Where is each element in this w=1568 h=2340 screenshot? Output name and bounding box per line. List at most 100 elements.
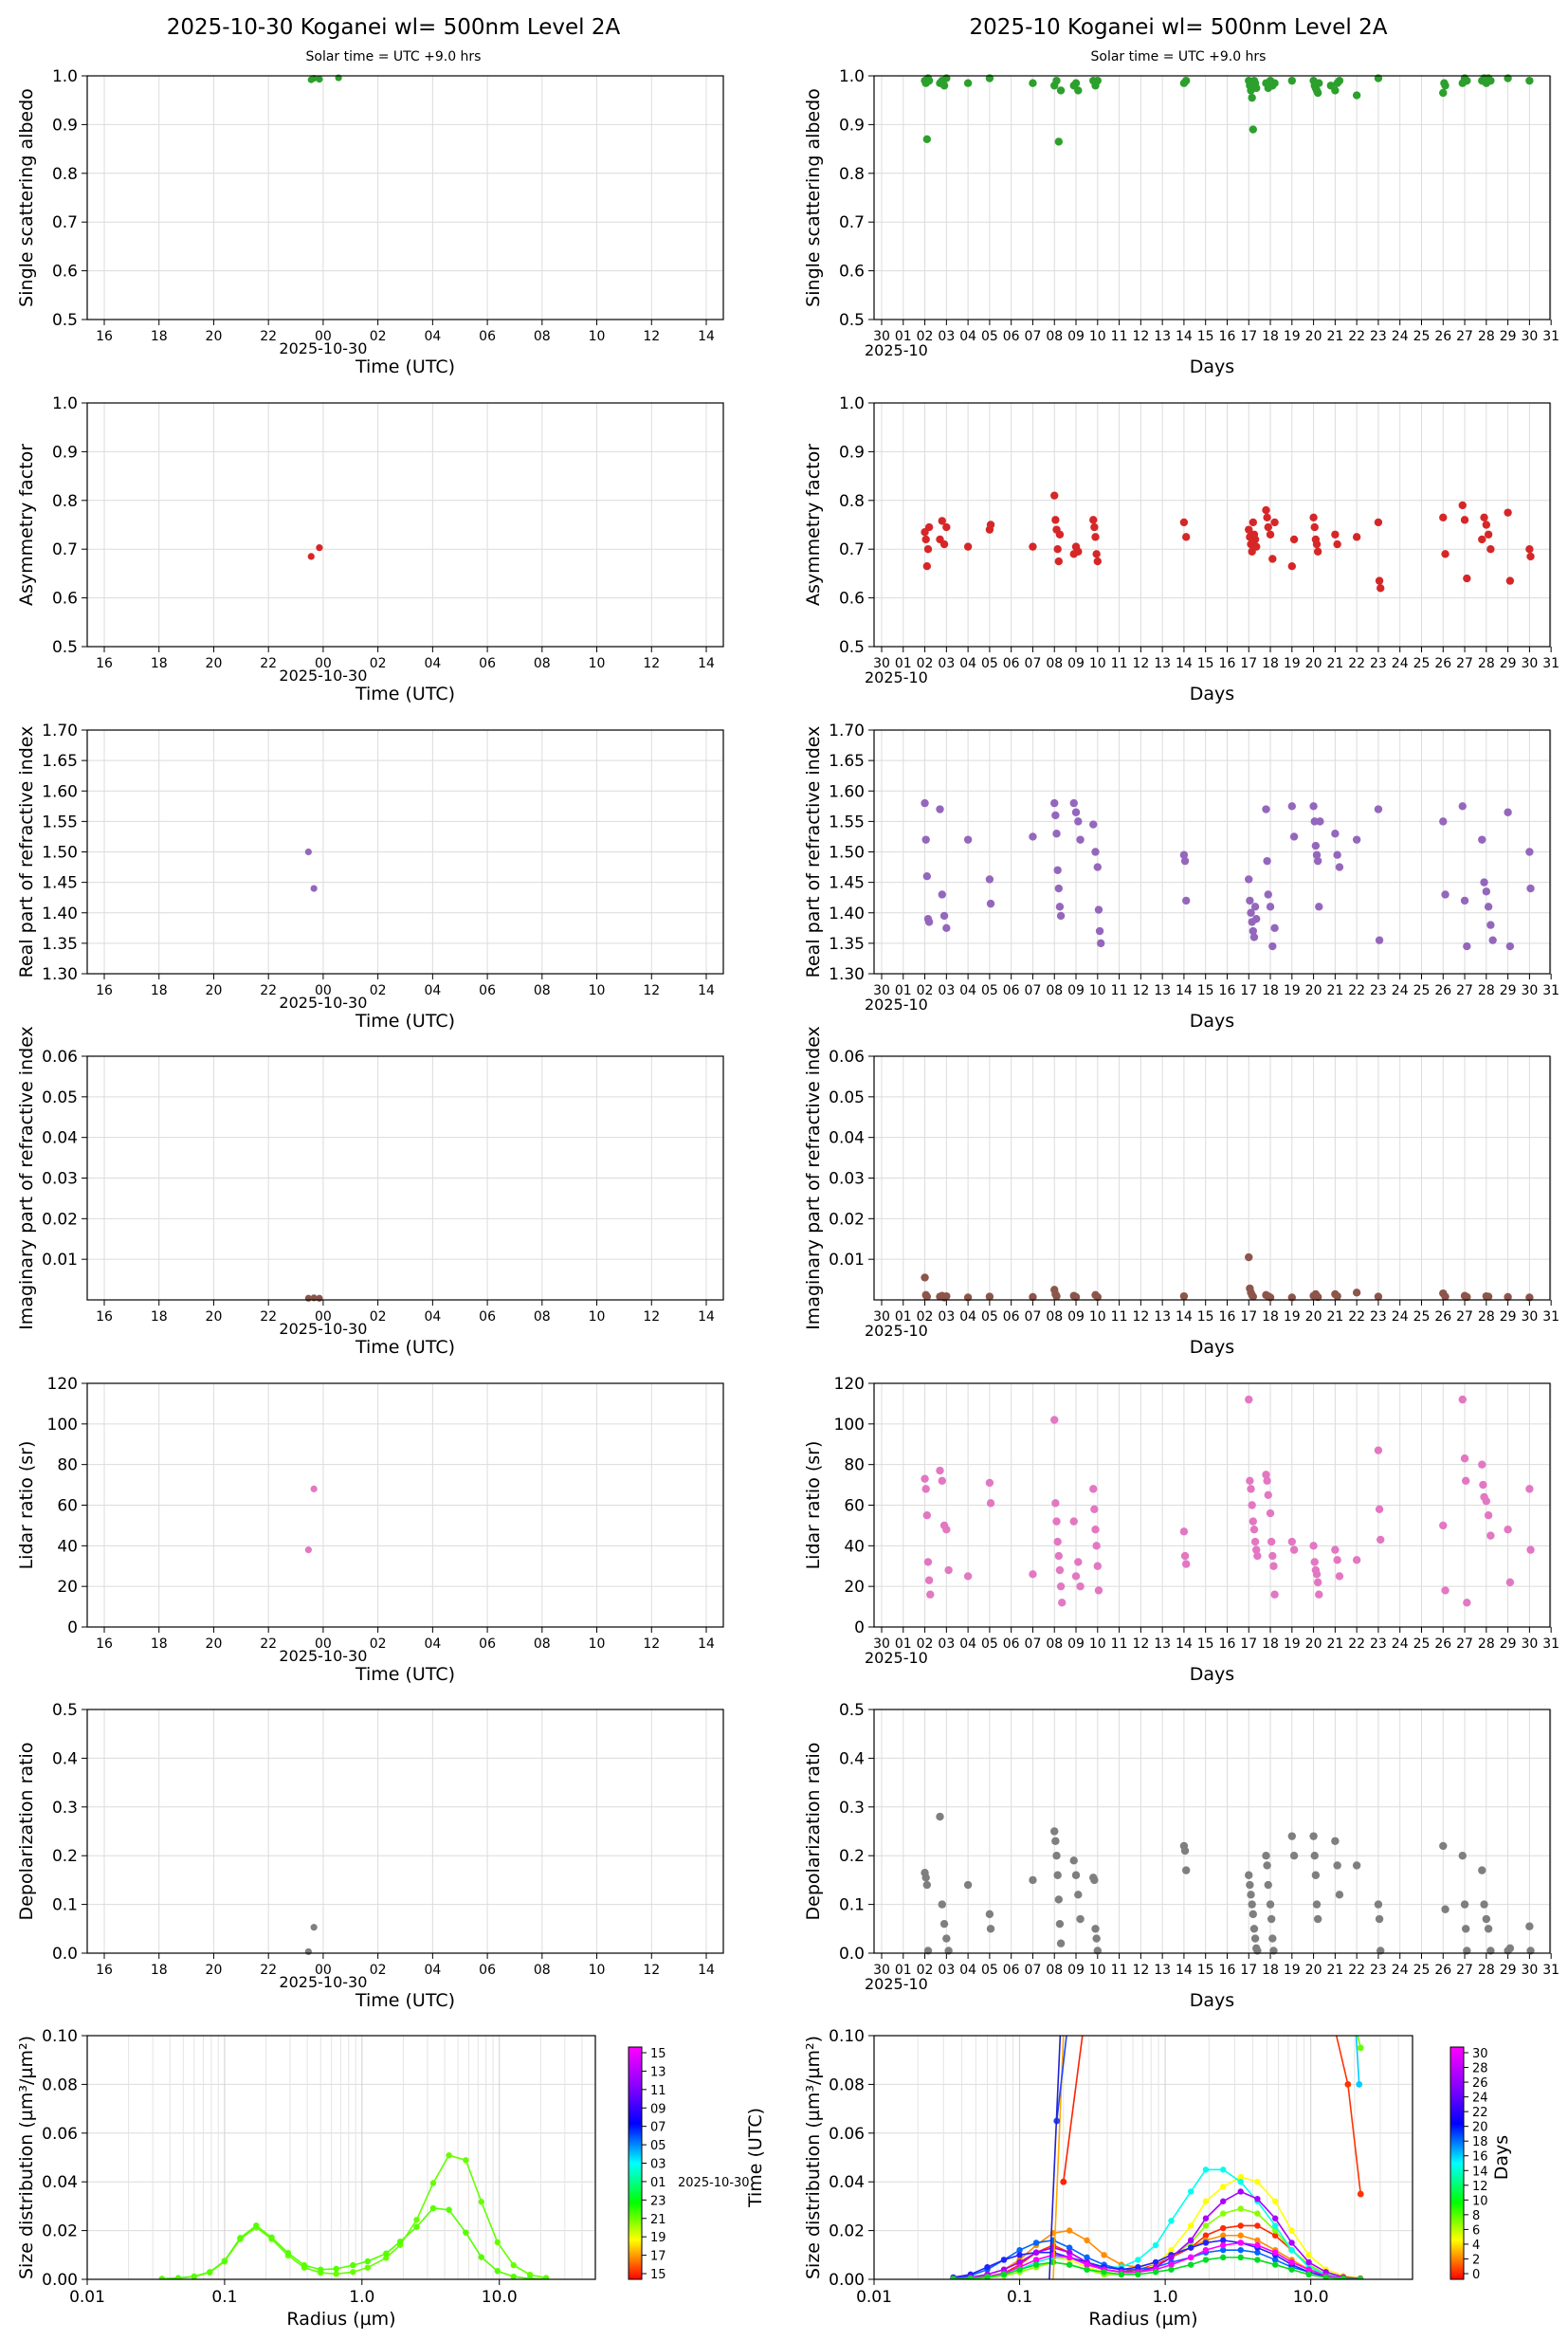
ssa_month-xtick-label-9: 09 xyxy=(1067,329,1085,344)
ssa_month-point-60 xyxy=(1486,76,1495,85)
size_month-series-d9-point-18 xyxy=(1254,2210,1261,2217)
size_day-series-a-point-21 xyxy=(494,2239,501,2246)
asym_month-point-12 xyxy=(1029,542,1037,551)
lidar_day-ytick-label-6: 120 xyxy=(47,1375,78,1394)
lidar_month-point-27 xyxy=(1089,1485,1098,1493)
lidar_month-ytick-label-3: 60 xyxy=(844,1497,865,1516)
real_day-xtick-label-11: 14 xyxy=(698,983,715,998)
size_month-series-d17-point-16 xyxy=(1220,2254,1227,2261)
depol_month-point-48 xyxy=(1287,1832,1297,1840)
size_day-series-b-point-19 xyxy=(463,2229,469,2236)
imag_month-point-6 xyxy=(942,1291,951,1301)
depol_month-date-label: 2025-10 xyxy=(865,1975,928,1993)
asym_month-point-37 xyxy=(1262,505,1270,515)
asym_month-chart: 0.5 0.6 0.7 0.8 0.9 1.0 Asymmetry factor 30 01 02… xyxy=(803,394,1559,704)
depol_month-point-26 xyxy=(1091,1925,1100,1933)
imag_day-xtick-label-6: 04 xyxy=(424,1309,441,1325)
size_month-series-d29-point-13 xyxy=(1168,2261,1175,2268)
lidar_month-xtick-label-18: 18 xyxy=(1262,1636,1279,1652)
real_month-point-4 xyxy=(924,918,934,926)
asym_day-xtick-label-4: 00 xyxy=(315,656,332,671)
size_month-series-d20-point-18 xyxy=(1254,2249,1261,2256)
depol_month-xtick-label-7: 07 xyxy=(1025,1963,1042,1978)
size_month-series-d6-point-21 xyxy=(1305,2252,1312,2258)
lidar_month-ylabel: Lidar ratio (sr) xyxy=(803,1441,824,1570)
size_day-ytick-label-4: 0.08 xyxy=(42,2075,78,2094)
size_month-series-d29-point-8 xyxy=(1084,2261,1090,2268)
depol_month-xtick-label-26: 26 xyxy=(1434,1963,1451,1978)
real_day-ytick-label-1: 1.35 xyxy=(42,935,78,954)
lidar_day-xtick-label-5: 02 xyxy=(370,1636,387,1652)
size_day-series-b-point-7 xyxy=(268,2234,275,2240)
depol_month-xtick-label-3: 03 xyxy=(938,1963,955,1978)
size_day-frame xyxy=(86,2035,596,2280)
lidar_month-point-3 xyxy=(923,1558,933,1566)
asym_month-point-13 xyxy=(1050,491,1059,500)
lidar_month-point-56 xyxy=(1310,1558,1319,1566)
size_month-series-d17-point-11 xyxy=(1135,2271,1141,2278)
real_month-point-68 xyxy=(1480,878,1488,887)
size_month-series-d17-point-23 xyxy=(1340,2276,1347,2279)
real_month-point-43 xyxy=(1264,890,1272,899)
lidar_month-xtick-label-25: 25 xyxy=(1413,1636,1431,1652)
asym_day-ytick-label-5: 1.0 xyxy=(52,394,78,413)
lidar_month-point-6 xyxy=(936,1466,944,1475)
size_month-steep-s3-line xyxy=(1055,2036,1067,2122)
lidar_month-xtick-label-22: 22 xyxy=(1348,1636,1365,1652)
real_month-point-72 xyxy=(1488,936,1497,944)
lidar_month-point-34 xyxy=(1180,1551,1190,1561)
ssa_month-point-55 xyxy=(1463,76,1471,85)
depol_month-xtick-label-30: 30 xyxy=(1521,1963,1538,1978)
size_month-series-d20-point-16 xyxy=(1220,2246,1227,2254)
size_month-ytick-label-1: 0.02 xyxy=(829,2222,865,2241)
lidar_month-xtick-label-12: 12 xyxy=(1132,1636,1149,1652)
size_month-series-d20-point-17 xyxy=(1237,2246,1244,2254)
imag_month-xtick-label-7: 07 xyxy=(1025,1309,1042,1325)
size_month-series-d27-point-14 xyxy=(1187,2237,1194,2244)
size_month-series-d24-point-15 xyxy=(1202,2239,1210,2246)
depol_month-point-35 xyxy=(1248,1900,1256,1909)
ssa_month-ytick-label-1: 0.6 xyxy=(839,263,865,282)
imag_month-point-39 xyxy=(1484,1292,1493,1301)
imag_month-xtick-label-22: 22 xyxy=(1348,1309,1365,1325)
asym_month-xtick-label-6: 06 xyxy=(1003,656,1020,671)
depol_month-xtick-label-16: 16 xyxy=(1219,1963,1236,1978)
real_month-point-32 xyxy=(1181,896,1191,905)
depol_month-point-36 xyxy=(1249,1910,1258,1919)
lidar_month-point-55 xyxy=(1309,1542,1318,1550)
asym_month-point-45 xyxy=(1309,513,1318,521)
size_month-ytick-label-4: 0.08 xyxy=(829,2075,865,2094)
imag_month-xtick-label-20: 20 xyxy=(1305,1309,1322,1325)
size_month-series-d17-point-20 xyxy=(1288,2266,1295,2273)
size_month-series-d29-point-14 xyxy=(1187,2254,1194,2261)
lidar_month-point-75 xyxy=(1479,1480,1487,1490)
asym_month-point-59 xyxy=(1460,516,1469,524)
depol_day-xtick-label-5: 02 xyxy=(370,1963,387,1978)
real_month-point-31 xyxy=(1180,856,1190,866)
asym_day-ytick-label-0: 0.5 xyxy=(52,638,78,657)
asym_day-ylabel: Asymmetry factor xyxy=(16,444,37,606)
lidar_day-xtick-label-3: 22 xyxy=(260,1636,277,1652)
size_month-colorbar-tick-label-12: 6 xyxy=(1472,2223,1480,2238)
depol_month-ytick-label-0: 0.0 xyxy=(839,1945,865,1964)
real_month-point-24 xyxy=(1089,820,1098,829)
real_day-xtick-label-5: 02 xyxy=(370,983,387,998)
size_month-steep-s7-point-1 xyxy=(1357,2044,1364,2052)
depol_day-point-0 xyxy=(304,1947,312,1956)
lidar_month-point-11 xyxy=(963,1572,973,1581)
real_month-point-14 xyxy=(1051,811,1060,820)
depol_month-point-66 xyxy=(1461,1925,1470,1933)
real_month-xtick-label-27: 27 xyxy=(1456,983,1473,998)
asym_month-xtick-label-0: 30 xyxy=(873,656,890,671)
size_day-xtick-label-2: 1.0 xyxy=(349,2288,374,2307)
imag_month-point-22 xyxy=(1249,1292,1258,1301)
ssa_day-xtick-label-6: 04 xyxy=(424,329,441,344)
lidar_month-point-0 xyxy=(921,1474,929,1483)
asym_month-xtick-label-23: 23 xyxy=(1370,656,1387,671)
lidar_month-xtick-label-7: 07 xyxy=(1025,1636,1042,1652)
real_month-point-25 xyxy=(1091,848,1100,856)
imag_day-xtick-label-3: 22 xyxy=(260,1309,277,1325)
real_month-point-42 xyxy=(1263,856,1271,866)
asym_month-ylabel: Asymmetry factor xyxy=(803,444,824,606)
